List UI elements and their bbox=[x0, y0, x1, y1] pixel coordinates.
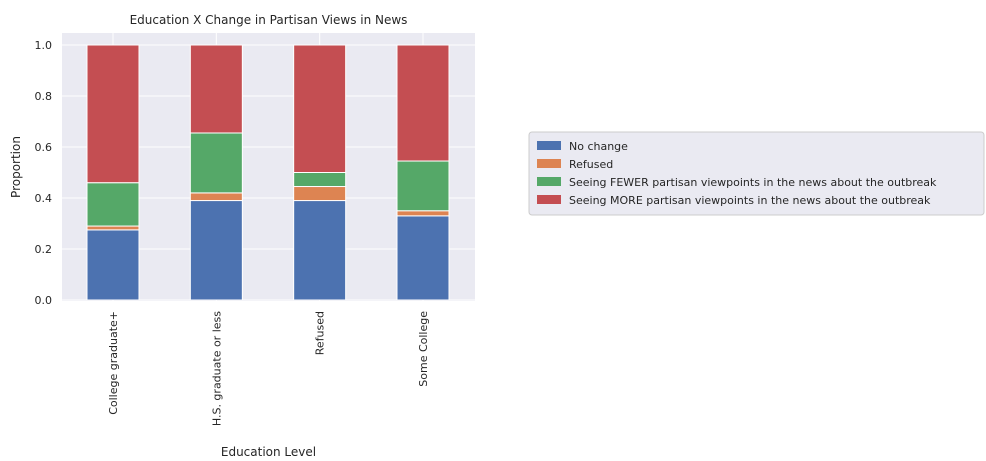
y-tick-label: 0.6 bbox=[35, 141, 53, 154]
bar-segment bbox=[86, 182, 140, 227]
bar-segment bbox=[293, 200, 347, 301]
legend: No change Refused Seeing FEWER partisan vi… bbox=[528, 131, 985, 216]
x-tick-label: Refused bbox=[314, 311, 327, 355]
legend-label: Seeing MORE partisan viewpoints in the n… bbox=[569, 194, 931, 207]
y-tick-label: 1.0 bbox=[35, 39, 53, 52]
legend-label: Seeing FEWER partisan viewpoints in the … bbox=[569, 176, 937, 189]
y-axis-label: Proportion bbox=[9, 136, 23, 198]
x-tick-label: Some College bbox=[417, 311, 430, 387]
legend-label: No change bbox=[569, 140, 628, 153]
legend-swatch bbox=[537, 159, 561, 168]
legend-swatch bbox=[537, 141, 561, 150]
bar-segment bbox=[396, 210, 450, 217]
chart-title: Education X Change in Partisan Views in … bbox=[130, 13, 408, 27]
bar-segment bbox=[293, 186, 347, 202]
x-axis-label: Education Level bbox=[221, 445, 316, 459]
x-axis-ticks: College graduate+ H.S. graduate or less Re… bbox=[107, 311, 430, 426]
bar-segment bbox=[293, 44, 347, 173]
bar-segment bbox=[293, 172, 347, 188]
bar-segment bbox=[189, 44, 243, 134]
bar-segment bbox=[396, 160, 450, 212]
bar-segment bbox=[189, 132, 243, 194]
bar-segment bbox=[396, 44, 450, 162]
x-tick-label: H.S. graduate or less bbox=[210, 311, 223, 426]
bar-segment bbox=[86, 44, 140, 184]
y-tick-label: 0.2 bbox=[35, 243, 53, 256]
bar-segment bbox=[86, 229, 140, 301]
legend-swatch bbox=[537, 177, 561, 186]
bars bbox=[86, 44, 450, 301]
bar-segment bbox=[86, 225, 140, 231]
legend-box bbox=[528, 131, 985, 216]
bar-segment bbox=[396, 215, 450, 301]
bar-segment bbox=[189, 200, 243, 301]
y-tick-label: 0.4 bbox=[35, 192, 53, 205]
legend-label: Refused bbox=[569, 158, 613, 171]
y-tick-label: 0.0 bbox=[35, 294, 53, 307]
legend-swatch bbox=[537, 195, 561, 204]
x-tick-label: College graduate+ bbox=[107, 311, 120, 415]
y-tick-label: 0.8 bbox=[35, 90, 53, 103]
y-axis-ticks: 0.0 0.2 0.4 0.6 0.8 1.0 bbox=[35, 39, 53, 307]
bar-segment bbox=[189, 192, 243, 202]
